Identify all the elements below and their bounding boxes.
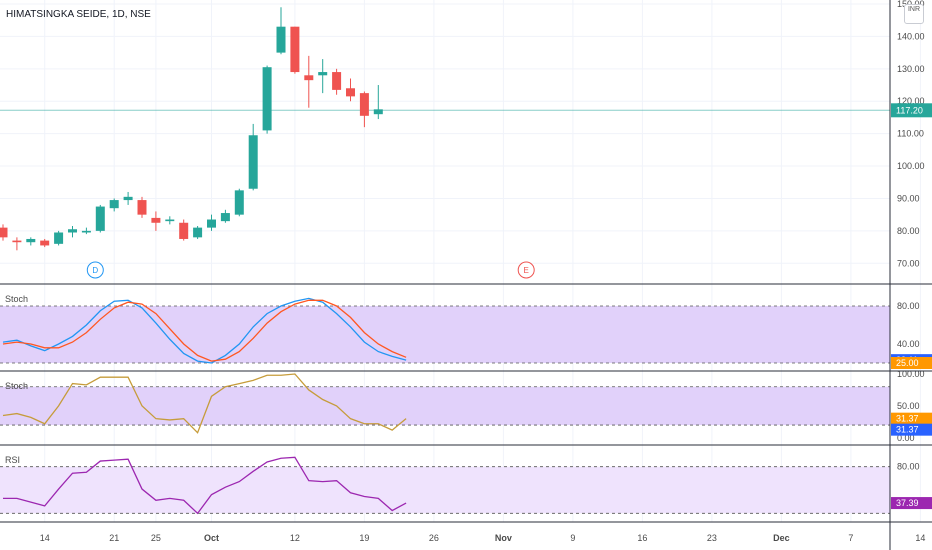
price-axis-label: 100.00 (897, 161, 925, 171)
time-axis-label: Oct (204, 533, 219, 543)
candle (207, 219, 216, 228)
price-axis-label: 70.00 (897, 258, 920, 268)
candle (193, 227, 203, 238)
time-axis-label: Nov (495, 533, 512, 543)
indicator-line (2, 299, 407, 362)
time-axis-label: 12 (290, 533, 300, 543)
currency-line2: INR (907, 6, 921, 13)
indicator-band (0, 386, 890, 426)
currency-button[interactable]: INR (904, 4, 924, 24)
candle (359, 93, 369, 116)
candle (248, 135, 258, 189)
candle (12, 240, 22, 243)
candle (332, 72, 342, 90)
candle (220, 213, 230, 222)
price-axis-label: 120.00 (897, 96, 925, 106)
indicator-badge (891, 423, 932, 436)
candle (151, 217, 161, 223)
price-axis-label: 90.00 (897, 193, 920, 203)
candle (318, 72, 328, 76)
indicator-axis-label: 100.00 (897, 369, 925, 379)
indicator-line (2, 373, 407, 434)
candle (40, 240, 50, 246)
candle (109, 200, 119, 209)
time-axis-label: 7 (848, 533, 853, 543)
time-axis-label: Dec (773, 533, 790, 543)
price-axis-label: 140.00 (897, 31, 925, 41)
time-axis-label: 14 (40, 533, 50, 543)
indicator-axis-label: 0.00 (897, 433, 915, 443)
last-price-badge-label: 117.20 (896, 105, 923, 115)
indicator-badge (891, 497, 932, 510)
time-axis-label: 23 (707, 533, 717, 543)
indicator-badge-label: 31.37 (896, 414, 919, 424)
indicator-badge (891, 357, 932, 369)
time-axis-label: 9 (570, 533, 575, 543)
rsi-pane-title: RSI (5, 455, 21, 465)
candle (373, 109, 383, 115)
indicator-axis-label: 50.00 (897, 401, 920, 411)
indicator-axis-label: 80.00 (897, 462, 920, 472)
time-axis-label: 26 (429, 533, 439, 543)
price-axis-label: 110.00 (897, 129, 924, 139)
candle (54, 232, 64, 244)
chart-title: HIMATSINGKA SEIDE, 1D, NSE (6, 9, 151, 20)
time-axis-label: 21 (109, 533, 119, 543)
candle (290, 26, 300, 73)
candle (81, 230, 91, 233)
time-axis-label: 16 (637, 533, 647, 543)
indicator-axis-label: 40.00 (897, 339, 920, 349)
candle (304, 75, 314, 81)
indicator-band (0, 466, 890, 514)
indicator-badge-label: 25.00 (896, 358, 919, 368)
time-axis-label: 14 (915, 533, 925, 543)
indicator-badge-label: 37.39 (896, 498, 919, 508)
stoch-pane-title: Stoch (5, 294, 29, 304)
candle (0, 227, 8, 238)
price-axis-label: 80.00 (897, 226, 920, 236)
candle (262, 67, 272, 131)
indicator-line (2, 297, 407, 364)
candle (137, 200, 147, 215)
candle (95, 206, 105, 231)
time-axis-label: 25 (151, 533, 161, 543)
candle (26, 238, 36, 243)
indicator-band (0, 306, 890, 363)
event-marker-label: D (92, 266, 98, 275)
candle (123, 196, 133, 201)
candle (68, 229, 77, 233)
candle (234, 190, 244, 215)
candle (346, 88, 355, 97)
candle (165, 219, 175, 222)
stoch2-pane-title: Stoch (5, 381, 29, 391)
indicator-axis-label: 80.00 (897, 301, 920, 311)
indicator-badge-label: 31.37 (896, 425, 919, 435)
last-price-badge (891, 103, 932, 118)
candle (179, 222, 189, 239)
indicator-badge (891, 412, 932, 425)
price-axis-label: 130.00 (897, 64, 925, 74)
event-marker (86, 261, 104, 279)
indicator-line (3, 456, 407, 515)
time-axis-label: 19 (359, 533, 369, 543)
event-marker (517, 261, 535, 279)
candle (276, 26, 286, 53)
event-marker-label: E (524, 266, 529, 275)
